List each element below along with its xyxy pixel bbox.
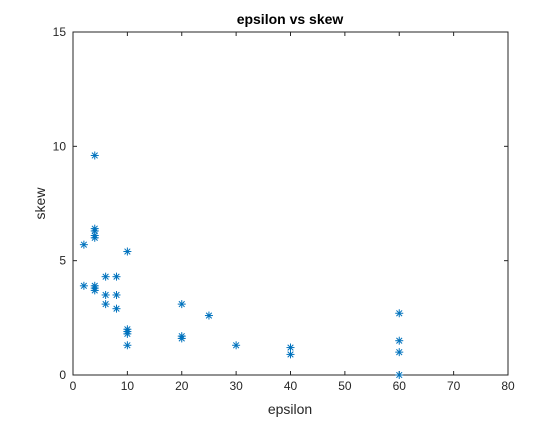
data-point bbox=[113, 305, 121, 313]
data-point bbox=[287, 350, 295, 358]
x-tick-label: 70 bbox=[447, 379, 461, 393]
y-tick-label: 10 bbox=[53, 139, 67, 153]
data-point bbox=[123, 248, 131, 256]
data-point bbox=[102, 300, 110, 308]
y-tick-label: 15 bbox=[53, 25, 67, 39]
x-tick-label: 0 bbox=[70, 379, 77, 393]
data-point bbox=[287, 344, 295, 352]
y-axis-label: skew bbox=[32, 187, 48, 220]
y-tick-label: 5 bbox=[59, 254, 66, 268]
y-tick-label: 0 bbox=[59, 368, 66, 382]
data-point bbox=[80, 282, 88, 290]
data-point bbox=[123, 341, 131, 349]
data-point bbox=[102, 273, 110, 281]
data-point bbox=[395, 337, 403, 345]
data-point bbox=[178, 334, 186, 342]
data-point bbox=[91, 151, 99, 159]
data-point bbox=[395, 348, 403, 356]
data-point bbox=[123, 330, 131, 338]
data-point bbox=[102, 291, 110, 299]
data-point bbox=[178, 300, 186, 308]
data-point bbox=[91, 234, 99, 242]
x-tick-label: 20 bbox=[175, 379, 189, 393]
data-point bbox=[395, 309, 403, 317]
data-point bbox=[113, 273, 121, 281]
data-point bbox=[205, 312, 213, 320]
x-tick-label: 60 bbox=[393, 379, 407, 393]
x-tick-label: 50 bbox=[338, 379, 352, 393]
x-tick-label: 10 bbox=[121, 379, 135, 393]
data-point bbox=[395, 371, 403, 379]
plot-area bbox=[73, 32, 508, 375]
x-tick-label: 40 bbox=[284, 379, 298, 393]
x-axis-label: epsilon bbox=[268, 401, 312, 417]
data-point bbox=[91, 286, 99, 294]
data-point bbox=[113, 291, 121, 299]
x-tick-label: 80 bbox=[501, 379, 515, 393]
data-point bbox=[80, 241, 88, 249]
chart-title: epsilon vs skew bbox=[237, 11, 344, 27]
data-point bbox=[232, 341, 240, 349]
x-tick-label: 30 bbox=[229, 379, 243, 393]
